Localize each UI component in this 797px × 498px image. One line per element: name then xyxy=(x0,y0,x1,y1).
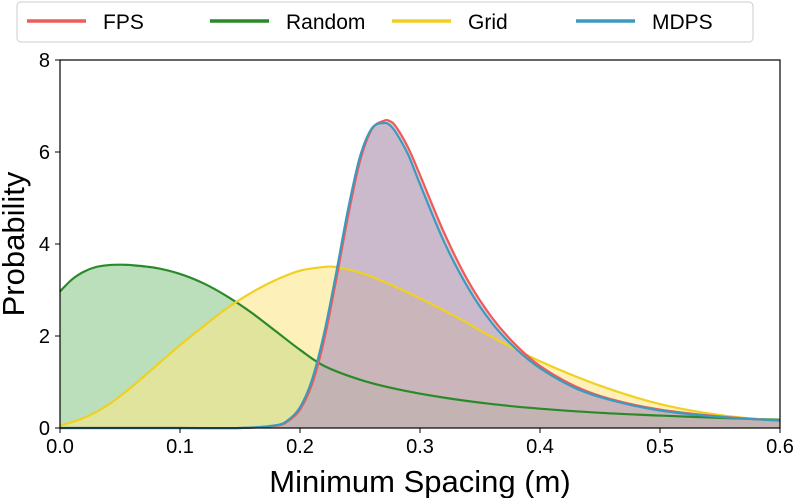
x-tick-label: 0.3 xyxy=(406,436,434,458)
x-tick-label: 0.6 xyxy=(766,436,794,458)
x-tick-label: 0.0 xyxy=(46,436,74,458)
legend-label-fps: FPS xyxy=(103,11,144,34)
series-line-random xyxy=(59,263,781,421)
x-tick-label: 0.2 xyxy=(286,436,314,458)
y-tick-label: 2 xyxy=(39,326,50,348)
y-axis-ticks: 0 2 4 6 8 xyxy=(39,50,60,440)
legend: FPS Random Grid MDPS xyxy=(16,1,754,43)
legend-label-random: Random xyxy=(286,11,365,34)
y-tick-label: 0 xyxy=(39,418,50,440)
legend-label-grid: Grid xyxy=(468,11,508,34)
x-axis-label: Minimum Spacing (m) xyxy=(269,464,570,498)
area-fill-mdps xyxy=(60,122,780,429)
x-axis-ticks: 0.0 0.1 0.2 0.3 0.4 0.5 0.6 xyxy=(46,428,794,458)
series-line-mdps xyxy=(60,121,781,430)
y-axis-label: Probability xyxy=(0,171,31,316)
series-line-grid xyxy=(59,265,781,427)
area-fills xyxy=(60,120,780,429)
x-tick-label: 0.4 xyxy=(526,436,554,458)
y-tick-label: 4 xyxy=(39,234,50,256)
legend-box xyxy=(16,1,754,43)
y-tick-label: 6 xyxy=(39,142,50,164)
area-fill-fps xyxy=(60,120,780,429)
y-tick-label: 8 xyxy=(39,50,50,72)
x-tick-label: 0.5 xyxy=(646,436,674,458)
series-lines xyxy=(59,118,781,430)
x-tick-label: 0.1 xyxy=(166,436,194,458)
legend-label-mdps: MDPS xyxy=(652,11,713,34)
